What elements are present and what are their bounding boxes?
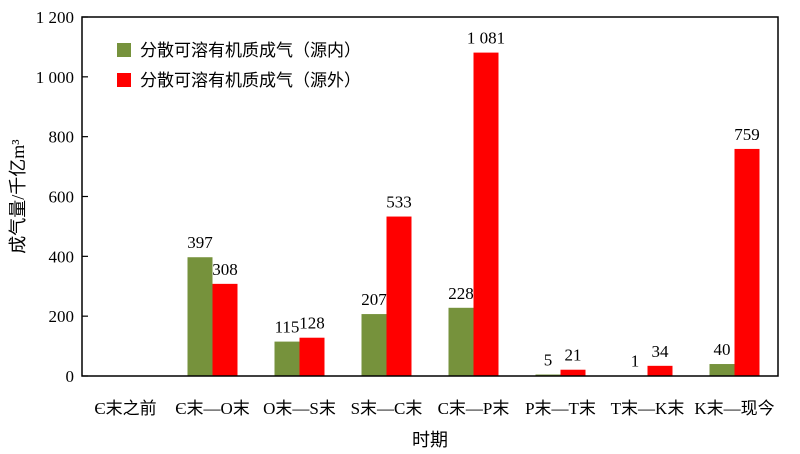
bar-value-label: 128 (299, 314, 325, 333)
bar-source-internal (448, 307, 474, 376)
y-tick-label: 800 (49, 128, 75, 147)
x-category-label: Є末之前 (94, 399, 156, 418)
x-axis-categories: Є末之前 Є末—O末 O末—S末 S末—C末 C末—P末 P末—T末 T末—K末 K末—现今 (94, 399, 774, 418)
legend-label: 分散可溶有机质成气（源外） (140, 71, 361, 90)
bar-value-label: 5 (544, 351, 553, 370)
bar-value-label: 207 (361, 290, 387, 309)
bar-source-internal (361, 314, 387, 376)
y-axis-title: 成气量/千亿m³ (8, 139, 28, 254)
y-tick-label: 600 (49, 188, 75, 207)
bar-value-label: 533 (386, 193, 412, 212)
bar-source-external (386, 216, 412, 376)
x-category-label: T末—K末 (611, 399, 685, 418)
y-tick-label: 200 (49, 307, 75, 326)
bar-value-label: 308 (212, 260, 238, 279)
bar-source-external (734, 148, 760, 376)
bar-value-label: 759 (734, 125, 760, 144)
bar-value-label: 228 (448, 284, 474, 303)
bar-source-external (647, 365, 673, 376)
x-category-label: Є末—O末 (175, 399, 250, 418)
bar-value-label: 397 (187, 233, 213, 252)
x-category-label: S末—C末 (351, 399, 423, 418)
x-category-label: C末—P末 (438, 399, 510, 418)
bar-source-internal (187, 257, 213, 376)
y-tick-label: 1 200 (36, 8, 74, 27)
x-category-label: P末—T末 (525, 399, 596, 418)
y-tick-label: 400 (49, 247, 75, 266)
bar-value-label: 40 (714, 340, 731, 359)
bar-value-label: 1 081 (467, 29, 505, 48)
legend: 分散可溶有机质成气（源内） 分散可溶有机质成气（源外） (117, 41, 361, 90)
x-axis-title: 时期 (412, 430, 448, 450)
bar-value-label: 1 (631, 352, 640, 371)
legend-label: 分散可溶有机质成气（源内） (140, 41, 361, 60)
bar-source-external (560, 369, 586, 376)
bar-source-external (212, 283, 238, 376)
plot-area-frame (81, 16, 779, 377)
bar-value-label: 115 (275, 318, 300, 337)
bar-value-label: 34 (652, 342, 670, 361)
y-tick-label: 1 000 (36, 68, 74, 87)
bar-value-label: 21 (565, 346, 582, 365)
bar-source-external (299, 337, 325, 376)
bar-source-internal (709, 364, 735, 376)
y-axis-ticks: 0 200 400 600 800 1 000 1 200 (36, 8, 88, 386)
legend-swatch-external (117, 73, 131, 87)
legend-swatch-internal (117, 43, 131, 57)
x-category-label: O末—S末 (263, 399, 336, 418)
y-tick-label: 0 (66, 367, 75, 386)
bar-source-external (473, 52, 499, 377)
bar-source-internal (274, 341, 300, 376)
bars (187, 52, 760, 377)
x-category-label: K末—现今 (694, 399, 774, 418)
data-labels: 397 308 115 128 207 533 228 1 081 5 21 1 34 40 759 (187, 29, 760, 371)
